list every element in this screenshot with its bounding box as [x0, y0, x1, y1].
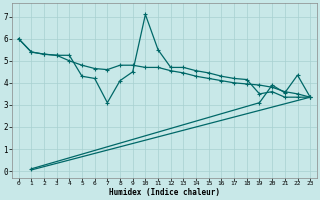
X-axis label: Humidex (Indice chaleur): Humidex (Indice chaleur)	[109, 188, 220, 197]
